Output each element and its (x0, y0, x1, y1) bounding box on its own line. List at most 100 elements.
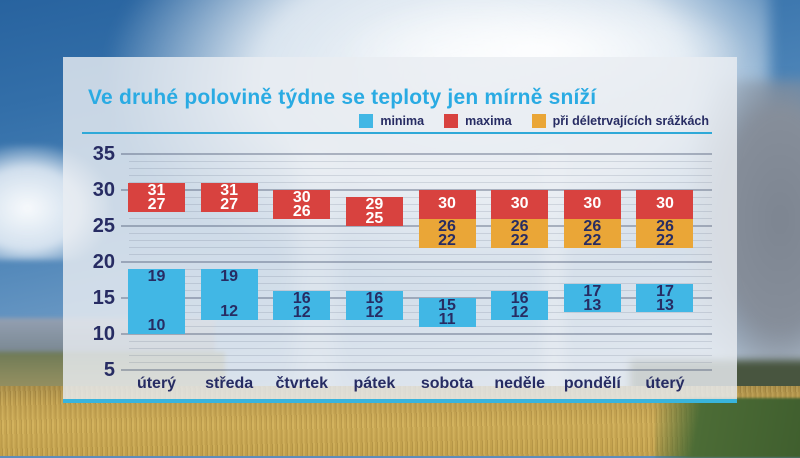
temp-value: 17 (656, 282, 674, 300)
temp-value: 29 (365, 196, 384, 214)
temp-bar-srazky: 26 22 (491, 217, 549, 249)
temp-bar-srazky: 26 22 (418, 217, 476, 249)
temp-bar-minima: 19 12 (200, 268, 258, 320)
major-gridline (121, 333, 712, 335)
x-axis-day-label: pátek (353, 375, 396, 392)
temp-bar-minima: 16 12 (273, 289, 331, 321)
maxima-color-swatch (444, 114, 459, 128)
minor-gridline (129, 283, 712, 285)
temp-value: 11 (438, 311, 456, 328)
chart-legend: minima maxima při déletrvajících srážkác… (359, 114, 709, 128)
temp-bar-srazky: 26 22 (636, 217, 694, 249)
legend-label: při déletrvajících srážkách (552, 114, 709, 128)
temp-bar-maxima: 31 27 (128, 181, 185, 213)
temp-value: 22 (656, 231, 674, 249)
temp-value: 16 (510, 289, 529, 307)
temp-value: 12 (365, 303, 384, 321)
temp-value: 19 (147, 268, 166, 286)
temp-value: 17 (583, 282, 602, 300)
minor-gridline (129, 247, 712, 249)
temp-bar-maxima: 30 (636, 190, 694, 219)
temp-bar-maxima: 30 (491, 190, 549, 219)
minor-gridline (129, 254, 712, 256)
temp-value: 10 (147, 316, 166, 334)
minor-gridline (129, 326, 712, 328)
temp-bar-minima: 17 13 (563, 282, 621, 314)
temp-bar-minima: 19 10 (128, 269, 185, 334)
temp-value: 30 (292, 189, 311, 206)
x-axis-day-label: čtvrtek (275, 375, 328, 392)
major-gridline (121, 261, 712, 263)
y-axis-tick-label: 25 (92, 215, 115, 237)
major-gridline (121, 369, 712, 371)
temp-value: 30 (656, 195, 674, 213)
temperature-chart: 35 30 25 20 15 10 5 úterý 31 27 19 10 středa 31 27 19 12… (63, 57, 737, 399)
legend-label: minima (380, 114, 425, 128)
x-axis-day-label: úterý (645, 375, 685, 392)
temp-bar-minima: 17 13 (636, 282, 694, 314)
temp-value: 22 (510, 231, 529, 249)
x-axis-day-label: středa (205, 375, 254, 392)
x-axis-day-label: úterý (136, 375, 177, 392)
y-axis-tick-label: 35 (92, 143, 115, 165)
legend-item-minima: minima (359, 114, 424, 128)
forecast-panel: Ve druhé polovině týdne se teploty jen m… (63, 57, 737, 403)
temp-value: 13 (656, 296, 674, 314)
temp-value: 26 (583, 217, 602, 235)
temp-value: 30 (438, 195, 456, 213)
temp-value: 22 (438, 231, 456, 249)
temp-value: 30 (510, 195, 529, 213)
major-gridline (121, 153, 712, 155)
temp-bar-maxima: 31 27 (200, 181, 258, 213)
major-gridline (121, 189, 712, 191)
x-axis-day-label: sobota (420, 375, 474, 392)
legend-item-maxima: maxima (444, 114, 512, 128)
temp-value: 26 (656, 217, 674, 235)
temp-value: 25 (365, 210, 384, 228)
green-meadow (655, 398, 800, 458)
temp-value: 26 (438, 217, 456, 235)
x-axis-day-label: neděle (494, 375, 546, 392)
temp-value: 27 (147, 195, 166, 213)
temp-bar-minima: 16 12 (491, 289, 549, 321)
temp-bar-srazky: 26 22 (563, 217, 621, 249)
y-axis-tick-label: 20 (92, 251, 115, 273)
minor-gridline (129, 347, 712, 349)
temp-value: 31 (147, 181, 166, 199)
temp-value: 13 (583, 296, 602, 314)
temp-value: 27 (220, 195, 239, 213)
temp-value: 12 (220, 302, 239, 320)
header-divider-line (82, 132, 712, 134)
minor-gridline (129, 175, 712, 177)
temp-bar-maxima: 30 (563, 190, 621, 219)
temp-value: 12 (510, 303, 529, 321)
temp-value: 31 (220, 181, 239, 199)
y-axis-tick-label: 5 (103, 359, 115, 381)
minor-gridline (129, 268, 712, 270)
temp-bar-minima: 16 12 (345, 290, 403, 321)
temp-bar-maxima: 30 26 (273, 189, 331, 220)
temp-bar-minima: 15 11 (418, 297, 476, 328)
minor-gridline (129, 275, 712, 277)
chart-title: Ve druhé polovině týdne se teploty jen m… (88, 86, 597, 109)
temp-value: 19 (220, 268, 239, 286)
minor-gridline (129, 167, 712, 169)
temp-value: 16 (292, 289, 311, 307)
minor-gridline (129, 340, 712, 342)
y-axis-tick-label: 15 (92, 287, 115, 309)
temp-value: 26 (292, 203, 311, 220)
srazky-color-swatch (531, 114, 546, 128)
y-axis-tick-label: 30 (92, 179, 115, 201)
y-axis-tick-label: 10 (92, 323, 115, 345)
temp-bar-maxima: 30 (418, 190, 476, 219)
temp-value: 22 (583, 231, 602, 249)
temp-value: 15 (438, 297, 456, 314)
minor-gridline (129, 182, 712, 184)
legend-item-srazky: při déletrvajících srážkách (531, 114, 709, 128)
minor-gridline (129, 160, 712, 162)
temp-value: 26 (510, 217, 529, 235)
minor-gridline (129, 290, 712, 292)
minor-gridline (129, 362, 712, 364)
minima-color-swatch (359, 114, 374, 128)
temp-value: 12 (292, 303, 311, 321)
